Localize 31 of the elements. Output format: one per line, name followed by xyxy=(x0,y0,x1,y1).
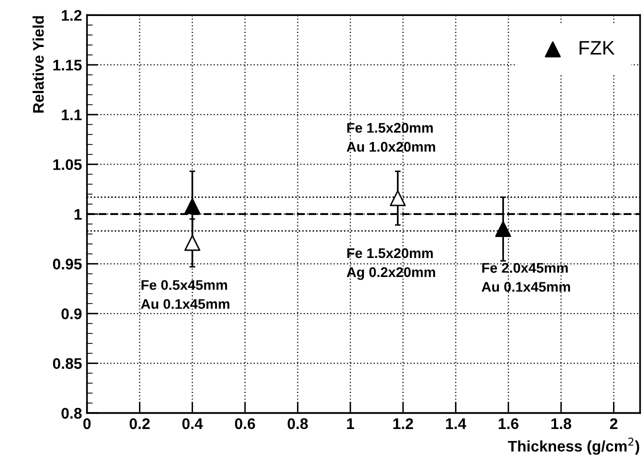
point xyxy=(184,198,200,214)
y-axis-title: Relative Yield xyxy=(32,16,44,113)
point xyxy=(390,190,406,206)
y-tick-label: 0.8 xyxy=(62,408,82,419)
annotation: Fe 1.5x20mm Ag 0.2x20mm xyxy=(346,248,436,280)
x-tick-label: 1.6 xyxy=(498,418,518,430)
y-tick-label: 1 xyxy=(74,209,82,220)
legend-label: FZK xyxy=(580,41,615,54)
x-tick-label: 0.6 xyxy=(235,418,256,430)
x-axis-title: Thickness (g/cm$^{2}$) xyxy=(508,438,640,455)
x-tick-label: 1.4 xyxy=(446,418,466,429)
x-tick-label: 0.2 xyxy=(130,418,150,430)
x-tick-label: 1 xyxy=(347,418,354,429)
x-tick-label: 2 xyxy=(610,418,618,429)
annotation: Fe 0.5x45mm Au 0.1x45mm xyxy=(140,280,230,309)
x-tick-label: 1.2 xyxy=(393,418,414,429)
x-tick-label: 0.8 xyxy=(288,418,308,430)
annotation: Fe 1.5x20mm Au 1.0x20mm xyxy=(346,122,436,152)
y-tick-label: 0.95 xyxy=(53,258,82,270)
point xyxy=(184,234,200,251)
y-tick-label: 0.9 xyxy=(62,308,82,320)
y-tick-label: 1.1 xyxy=(62,110,82,120)
y-tick-label: 1.15 xyxy=(53,60,82,71)
point xyxy=(495,221,512,237)
annotation: Fe 2.0x45mm Au 0.1x45mm xyxy=(482,262,570,292)
x-tick-label: 1.8 xyxy=(551,418,572,430)
x-tick-label: 0 xyxy=(83,418,91,430)
y-tick-label: 1.05 xyxy=(53,159,82,170)
x-tick-label: 0.4 xyxy=(182,418,203,430)
y-tick-label: 0.85 xyxy=(53,358,82,369)
y-tick-label: 1.2 xyxy=(62,10,82,21)
